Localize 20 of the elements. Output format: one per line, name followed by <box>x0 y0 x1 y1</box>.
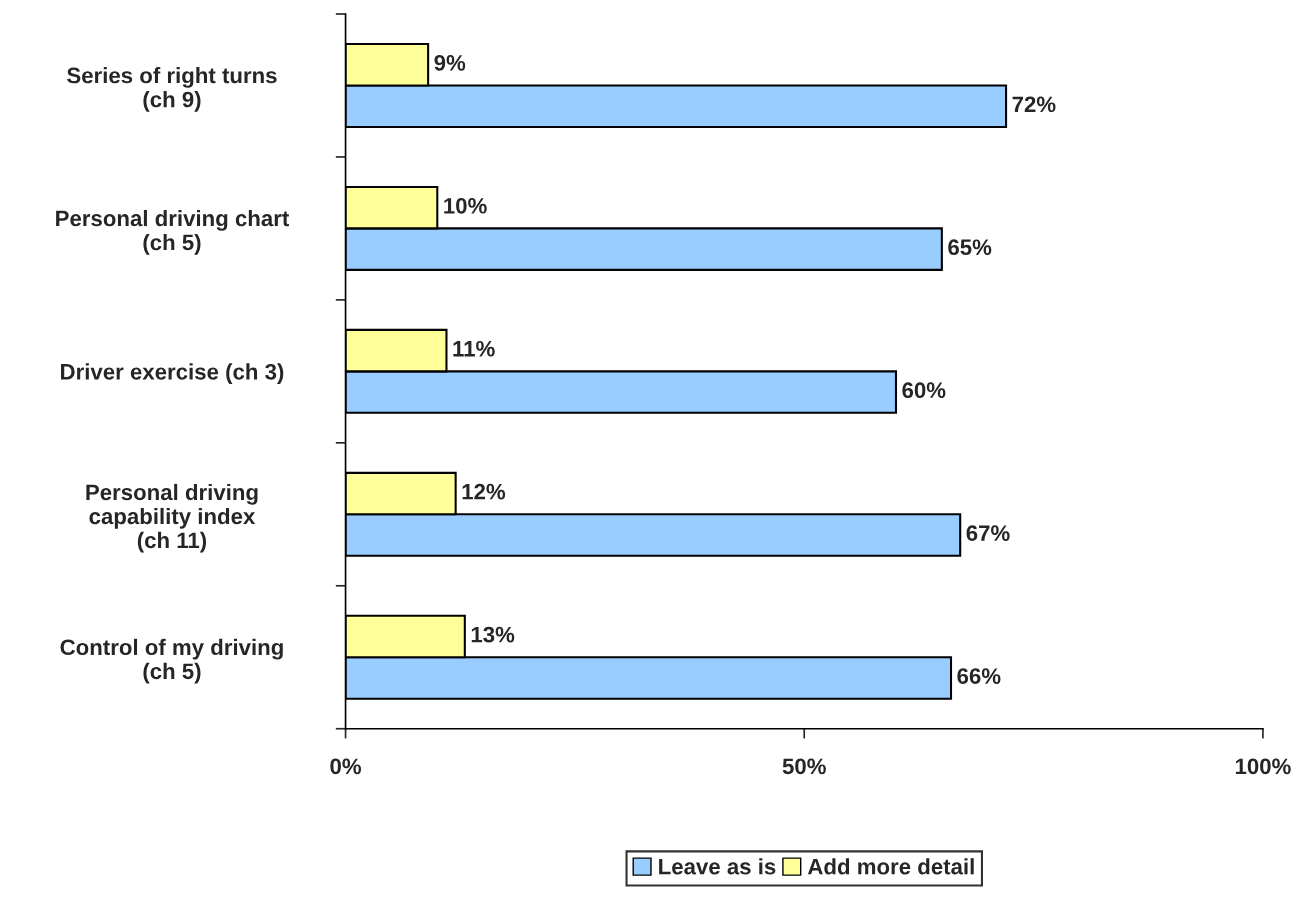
data-label: 60% <box>902 382 946 399</box>
data-label: 11% <box>453 340 495 357</box>
x-tick-label: 0% <box>330 758 362 775</box>
y-tick-label: Control of my driving (ch 5) <box>60 638 283 684</box>
data-label: 9% <box>434 54 466 71</box>
legend-label: Leave as is <box>659 858 776 875</box>
y-tick-label: Personal driving capability index (ch 11) <box>86 483 258 553</box>
data-label: 10% <box>444 197 487 214</box>
data-label: 13% <box>471 626 515 643</box>
x-tick-label: 50% <box>782 758 826 775</box>
data-label: 66% <box>957 668 1001 684</box>
legend-label: Add more detail <box>807 858 974 875</box>
y-tick-label: Driver exercise (ch 3) <box>61 363 284 385</box>
data-label: 12% <box>462 483 506 500</box>
data-label: 67% <box>966 525 1010 541</box>
data-label: 72% <box>1012 96 1056 113</box>
x-tick-label: 100% <box>1235 758 1291 775</box>
data-label: 65% <box>948 239 992 256</box>
y-tick-label: Series of right turns (ch 9) <box>67 67 277 112</box>
y-tick-label: Personal driving chart (ch 5) <box>56 209 289 255</box>
